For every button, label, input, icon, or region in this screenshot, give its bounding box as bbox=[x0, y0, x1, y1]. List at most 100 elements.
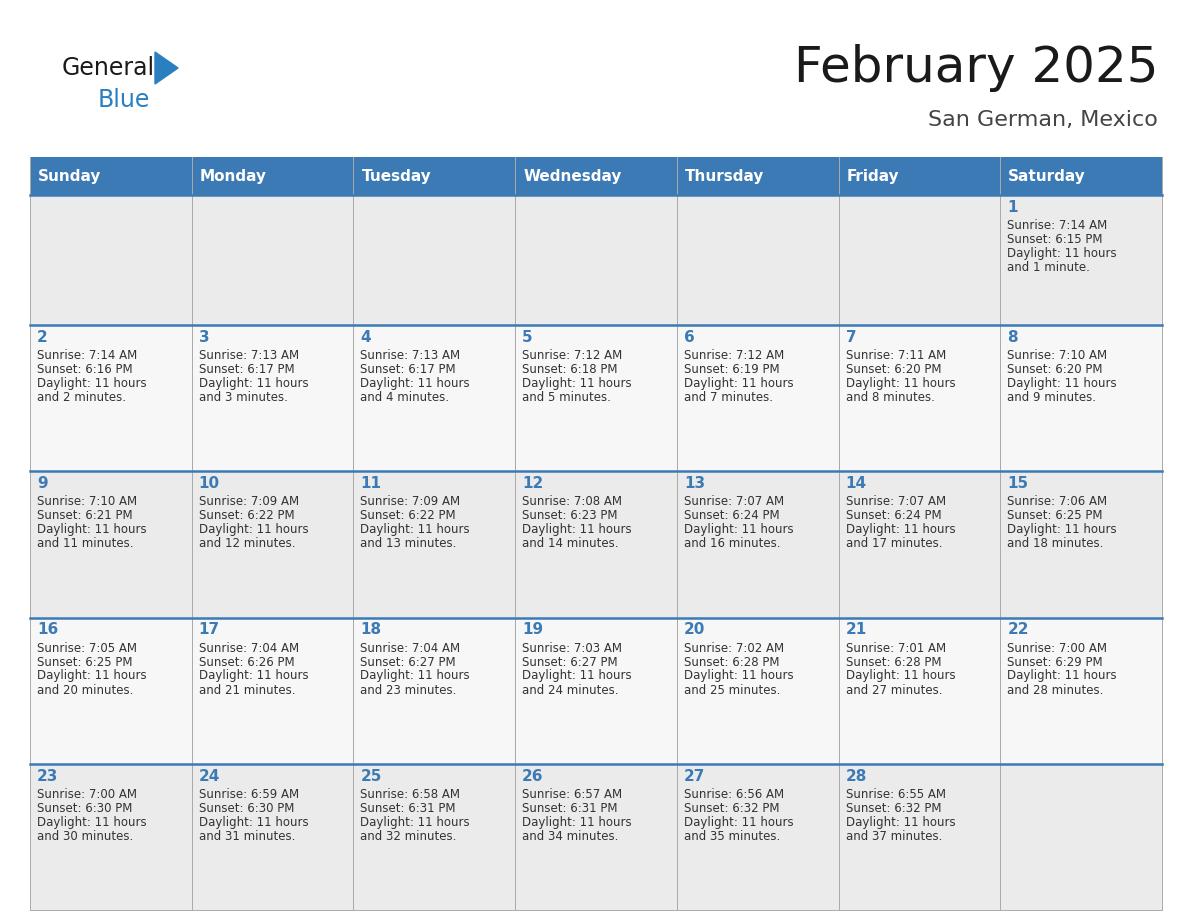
Text: and 28 minutes.: and 28 minutes. bbox=[1007, 684, 1104, 697]
Text: and 16 minutes.: and 16 minutes. bbox=[684, 537, 781, 550]
Text: 25: 25 bbox=[360, 768, 381, 784]
Text: Daylight: 11 hours: Daylight: 11 hours bbox=[684, 523, 794, 536]
Text: 14: 14 bbox=[846, 476, 867, 491]
Text: Sunset: 6:25 PM: Sunset: 6:25 PM bbox=[37, 655, 133, 668]
Text: and 30 minutes.: and 30 minutes. bbox=[37, 830, 133, 843]
Bar bbox=[30, 764, 191, 910]
Text: Daylight: 11 hours: Daylight: 11 hours bbox=[37, 523, 146, 536]
Text: Thursday: Thursday bbox=[684, 169, 764, 184]
Text: 18: 18 bbox=[360, 622, 381, 637]
Text: 17: 17 bbox=[198, 622, 220, 637]
Text: Sunset: 6:31 PM: Sunset: 6:31 PM bbox=[523, 801, 618, 815]
Text: 4: 4 bbox=[360, 330, 371, 345]
Text: Daylight: 11 hours: Daylight: 11 hours bbox=[1007, 669, 1117, 682]
Text: Sunrise: 7:14 AM: Sunrise: 7:14 AM bbox=[37, 349, 138, 362]
Text: and 7 minutes.: and 7 minutes. bbox=[684, 391, 773, 404]
Text: Daylight: 11 hours: Daylight: 11 hours bbox=[846, 669, 955, 682]
Text: Daylight: 11 hours: Daylight: 11 hours bbox=[684, 669, 794, 682]
Text: Daylight: 11 hours: Daylight: 11 hours bbox=[360, 377, 470, 390]
Text: 23: 23 bbox=[37, 768, 58, 784]
Text: 26: 26 bbox=[523, 768, 544, 784]
Text: and 34 minutes.: and 34 minutes. bbox=[523, 830, 619, 843]
Bar bbox=[677, 618, 839, 764]
Text: 15: 15 bbox=[1007, 476, 1029, 491]
Text: Sunrise: 7:07 AM: Sunrise: 7:07 AM bbox=[684, 495, 784, 509]
Text: Daylight: 11 hours: Daylight: 11 hours bbox=[684, 816, 794, 829]
Text: Sunrise: 6:58 AM: Sunrise: 6:58 AM bbox=[360, 788, 461, 800]
Text: Daylight: 11 hours: Daylight: 11 hours bbox=[37, 377, 146, 390]
Text: Sunset: 6:17 PM: Sunset: 6:17 PM bbox=[360, 363, 456, 376]
Text: 22: 22 bbox=[1007, 622, 1029, 637]
Text: Sunrise: 7:07 AM: Sunrise: 7:07 AM bbox=[846, 495, 946, 509]
Text: Wednesday: Wednesday bbox=[523, 169, 621, 184]
Text: Sunset: 6:24 PM: Sunset: 6:24 PM bbox=[684, 509, 779, 522]
Text: Daylight: 11 hours: Daylight: 11 hours bbox=[1007, 523, 1117, 536]
Bar bbox=[353, 325, 516, 471]
Text: General: General bbox=[62, 56, 156, 80]
Text: 3: 3 bbox=[198, 330, 209, 345]
Text: 16: 16 bbox=[37, 622, 58, 637]
Text: San German, Mexico: San German, Mexico bbox=[928, 110, 1158, 130]
Text: and 27 minutes.: and 27 minutes. bbox=[846, 684, 942, 697]
Bar bbox=[677, 195, 839, 325]
Text: Sunset: 6:26 PM: Sunset: 6:26 PM bbox=[198, 655, 295, 668]
Text: Saturday: Saturday bbox=[1009, 169, 1086, 184]
Text: Sunrise: 7:13 AM: Sunrise: 7:13 AM bbox=[360, 349, 461, 362]
Text: Sunset: 6:15 PM: Sunset: 6:15 PM bbox=[1007, 233, 1102, 246]
Bar bbox=[1000, 764, 1162, 910]
Text: and 31 minutes.: and 31 minutes. bbox=[198, 830, 295, 843]
Text: and 14 minutes.: and 14 minutes. bbox=[523, 537, 619, 550]
Text: Sunrise: 7:04 AM: Sunrise: 7:04 AM bbox=[360, 642, 461, 655]
Text: and 2 minutes.: and 2 minutes. bbox=[37, 391, 126, 404]
Text: Daylight: 11 hours: Daylight: 11 hours bbox=[846, 377, 955, 390]
Text: Daylight: 11 hours: Daylight: 11 hours bbox=[360, 816, 470, 829]
Text: Daylight: 11 hours: Daylight: 11 hours bbox=[523, 523, 632, 536]
Bar bbox=[677, 471, 839, 618]
Text: Sunset: 6:23 PM: Sunset: 6:23 PM bbox=[523, 509, 618, 522]
Text: Sunset: 6:30 PM: Sunset: 6:30 PM bbox=[198, 801, 295, 815]
Text: and 18 minutes.: and 18 minutes. bbox=[1007, 537, 1104, 550]
Text: Sunset: 6:28 PM: Sunset: 6:28 PM bbox=[846, 655, 941, 668]
Bar bbox=[516, 195, 677, 325]
Text: Daylight: 11 hours: Daylight: 11 hours bbox=[198, 669, 309, 682]
Text: Sunrise: 7:14 AM: Sunrise: 7:14 AM bbox=[1007, 219, 1107, 232]
Text: Sunrise: 7:00 AM: Sunrise: 7:00 AM bbox=[1007, 642, 1107, 655]
Text: Sunset: 6:24 PM: Sunset: 6:24 PM bbox=[846, 509, 941, 522]
Text: Daylight: 11 hours: Daylight: 11 hours bbox=[37, 816, 146, 829]
Bar bbox=[353, 764, 516, 910]
Bar bbox=[839, 471, 1000, 618]
Text: Sunset: 6:28 PM: Sunset: 6:28 PM bbox=[684, 655, 779, 668]
Text: Sunset: 6:32 PM: Sunset: 6:32 PM bbox=[846, 801, 941, 815]
Text: 12: 12 bbox=[523, 476, 543, 491]
Text: Sunrise: 7:10 AM: Sunrise: 7:10 AM bbox=[1007, 349, 1107, 362]
Text: Daylight: 11 hours: Daylight: 11 hours bbox=[198, 816, 309, 829]
Bar bbox=[516, 325, 677, 471]
Bar bbox=[353, 471, 516, 618]
Text: Sunrise: 7:09 AM: Sunrise: 7:09 AM bbox=[360, 495, 461, 509]
Text: Daylight: 11 hours: Daylight: 11 hours bbox=[360, 669, 470, 682]
Text: Sunset: 6:21 PM: Sunset: 6:21 PM bbox=[37, 509, 133, 522]
Bar bbox=[1000, 325, 1162, 471]
Text: 6: 6 bbox=[684, 330, 695, 345]
Polygon shape bbox=[154, 52, 178, 84]
Text: Monday: Monday bbox=[200, 169, 267, 184]
Bar bbox=[839, 325, 1000, 471]
Bar bbox=[30, 471, 191, 618]
Text: 11: 11 bbox=[360, 476, 381, 491]
Bar bbox=[839, 195, 1000, 325]
Text: Sunrise: 7:05 AM: Sunrise: 7:05 AM bbox=[37, 642, 137, 655]
Text: Sunset: 6:18 PM: Sunset: 6:18 PM bbox=[523, 363, 618, 376]
Bar bbox=[516, 764, 677, 910]
Text: and 17 minutes.: and 17 minutes. bbox=[846, 537, 942, 550]
Text: Sunrise: 7:10 AM: Sunrise: 7:10 AM bbox=[37, 495, 137, 509]
Text: 27: 27 bbox=[684, 768, 706, 784]
Text: and 13 minutes.: and 13 minutes. bbox=[360, 537, 457, 550]
Bar bbox=[1000, 195, 1162, 325]
Text: and 1 minute.: and 1 minute. bbox=[1007, 261, 1091, 274]
Text: Sunrise: 7:12 AM: Sunrise: 7:12 AM bbox=[523, 349, 623, 362]
Bar bbox=[191, 325, 353, 471]
Text: Sunset: 6:17 PM: Sunset: 6:17 PM bbox=[198, 363, 295, 376]
Text: Daylight: 11 hours: Daylight: 11 hours bbox=[523, 377, 632, 390]
Bar bbox=[30, 618, 191, 764]
Text: Sunrise: 7:11 AM: Sunrise: 7:11 AM bbox=[846, 349, 946, 362]
